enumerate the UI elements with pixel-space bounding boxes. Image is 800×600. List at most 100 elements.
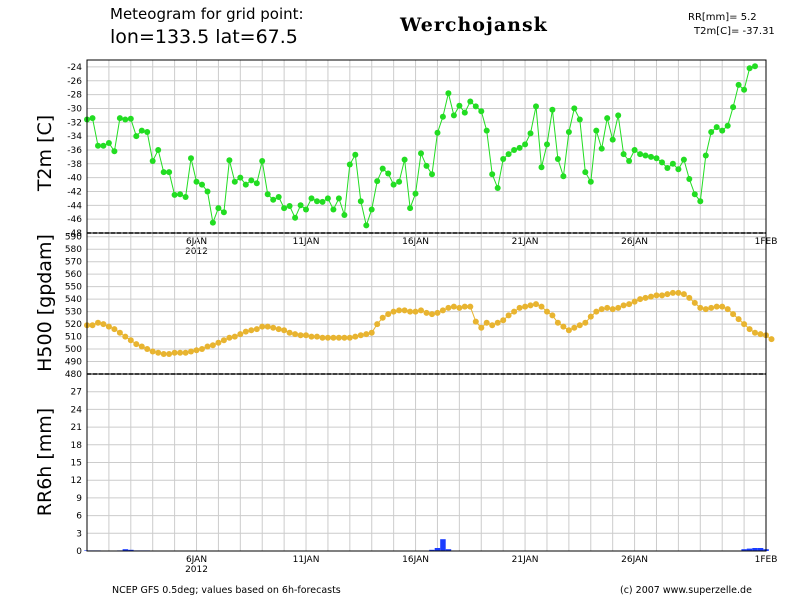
h500-data-point <box>445 304 452 311</box>
h500-data-point <box>297 332 304 339</box>
t2m-data-point <box>89 115 96 122</box>
h500-data-point <box>450 303 457 310</box>
t2m-data-point <box>456 102 463 109</box>
t2m-data-point <box>160 169 167 176</box>
rr6h-ytick-label: 21 <box>71 423 82 433</box>
h500-ytick-label: 510 <box>65 333 82 343</box>
t2m-ytick-label: -32 <box>67 118 82 128</box>
h500-data-point <box>429 311 435 318</box>
h500-data-point <box>209 342 216 349</box>
t2m-data-point <box>571 105 578 112</box>
h500-data-point <box>248 327 255 334</box>
t2m-data-point <box>116 115 123 122</box>
rr6h-xtick-label: 26JAN <box>621 555 648 565</box>
h500-data-point <box>702 306 709 313</box>
t2m-data-point <box>226 157 233 164</box>
h500-data-point <box>456 304 463 311</box>
t2m-data-point <box>379 165 386 172</box>
h500-data-point <box>511 308 518 315</box>
t2m-data-point <box>648 153 654 160</box>
t2m-data-point <box>730 104 737 111</box>
t2m-data-point <box>127 115 134 122</box>
t2m-data-point <box>286 203 293 209</box>
h500-ytick-label: 520 <box>65 320 82 330</box>
h500-data-point <box>604 304 611 311</box>
h500-data-point <box>385 311 392 318</box>
t2m-ytick-label: -48 <box>67 229 82 239</box>
t2m-data-point <box>122 116 129 123</box>
t2m-data-point <box>598 145 605 152</box>
t2m-data-point <box>467 98 474 105</box>
h500-data-point <box>642 294 649 301</box>
h500-data-point <box>166 351 173 357</box>
temperature-summary: T2m[C]= -37.31 <box>694 26 775 37</box>
t2m-series-line <box>86 65 756 228</box>
t2m-data-point <box>111 148 118 155</box>
t2m-data-point <box>587 178 594 185</box>
h500-data-point <box>494 319 501 326</box>
t2m-data-point <box>188 155 194 162</box>
t2m-data-point <box>209 219 216 226</box>
t2m-data-point <box>653 155 660 162</box>
h500-data-point <box>697 304 704 311</box>
t2m-ytick-label: -34 <box>67 132 82 142</box>
t2m-data-point <box>631 147 638 153</box>
h500-data-point <box>259 323 266 330</box>
h500-data-point <box>746 326 753 333</box>
t2m-data-point <box>133 133 140 140</box>
t2m-data-point <box>182 194 189 200</box>
t2m-data-point <box>303 206 309 213</box>
t2m-data-point <box>741 86 748 93</box>
h500-data-point <box>341 334 348 341</box>
t2m-data-point <box>461 109 468 116</box>
t2m-data-point <box>253 180 260 187</box>
h500-data-point <box>253 326 260 333</box>
h500-data-point <box>576 322 583 329</box>
rr6h-bar <box>429 549 435 551</box>
t2m-ytick-label: -26 <box>67 77 82 87</box>
t2m-data-point <box>686 176 693 182</box>
t2m-data-point <box>357 198 364 205</box>
h500-data-point <box>691 299 698 306</box>
h500-data-point <box>467 303 474 310</box>
t2m-data-point <box>330 206 337 213</box>
h500-data-point <box>565 327 572 334</box>
t2m-data-point <box>138 127 145 134</box>
h500-ytick-label: 570 <box>65 258 82 268</box>
t2m-data-point <box>100 142 107 149</box>
rr6h-bar <box>741 549 747 551</box>
t2m-data-point <box>724 122 731 129</box>
rr6h-ytick-label: 15 <box>71 459 82 469</box>
t2m-data-point <box>335 195 342 202</box>
t2m-data-point <box>193 178 200 185</box>
t2m-data-point <box>297 202 304 209</box>
copyright-note: (c) 2007 www.superzelle.de <box>620 585 752 596</box>
t2m-data-point <box>341 212 348 218</box>
rr6h-xtick-label: 16JAN <box>402 555 429 565</box>
h500-data-point <box>396 307 403 314</box>
h500-data-point <box>144 346 151 352</box>
t2m-data-point <box>565 129 572 135</box>
t2m-ytick-label: -28 <box>67 91 82 101</box>
rr6h-xtick-label: 6JAN <box>186 555 207 565</box>
t2m-data-point <box>702 152 709 159</box>
h500-axis-label: H500 [gpdam] <box>34 234 56 372</box>
t2m-data-point <box>560 173 567 180</box>
t2m-data-point <box>554 156 561 162</box>
h500-data-point <box>264 323 271 330</box>
t2m-data-point <box>95 142 101 149</box>
h500-data-point <box>593 308 600 315</box>
t2m-data-point <box>620 151 627 158</box>
t2m-data-point <box>423 162 430 169</box>
t2m-data-point <box>505 151 512 158</box>
h500-data-point <box>357 332 364 339</box>
t2m-data-point <box>576 116 583 123</box>
h500-data-point <box>423 309 430 316</box>
t2m-data-point <box>489 171 496 178</box>
t2m-data-point <box>292 214 299 221</box>
h500-data-point <box>368 329 375 336</box>
h500-data-point <box>407 308 414 315</box>
t2m-data-point <box>626 158 633 164</box>
h500-data-point <box>554 319 561 326</box>
h500-data-point <box>363 331 370 338</box>
